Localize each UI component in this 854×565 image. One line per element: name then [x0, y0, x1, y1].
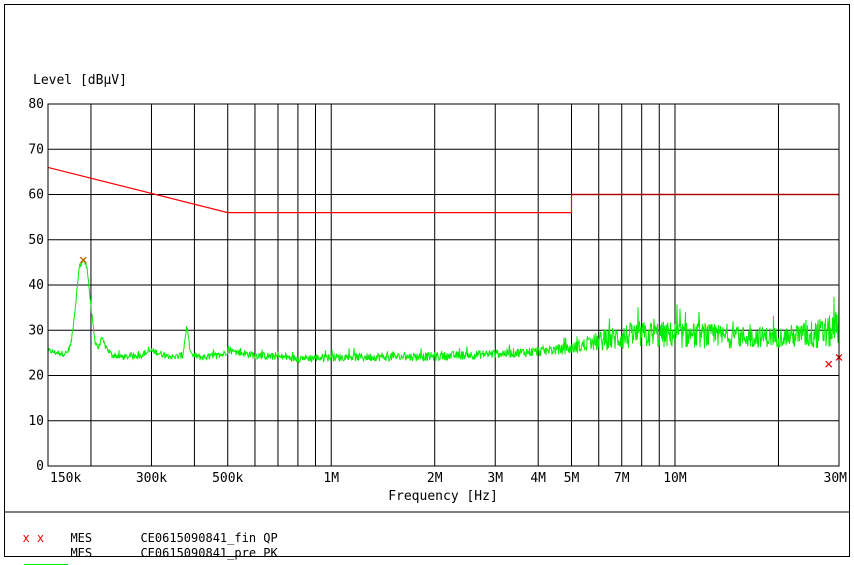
x-axis-label: Frequency [Hz] [388, 489, 498, 504]
legend-name: MES [70, 531, 93, 545]
y-axis-label: Level [dBµV] [33, 73, 127, 88]
y-tick-labels: 0 10 20 30 40 50 60 70 80 [28, 97, 44, 474]
y-tick-label: 30 [28, 323, 44, 338]
legend-name: MES [70, 546, 93, 560]
qp-marker [79, 256, 87, 264]
qp-marker [825, 360, 833, 368]
y-tick-label: 0 [36, 459, 44, 474]
y-tick-label: 60 [28, 188, 44, 203]
x-tick-label: 4M [530, 471, 546, 486]
x-tick-label: 150k [50, 471, 81, 486]
series-line-pk [47, 259, 840, 364]
y-tick-label: 80 [28, 97, 44, 112]
x-tick-label: 300k [136, 471, 167, 486]
series-layer [47, 259, 840, 364]
plot-area-border [47, 103, 840, 467]
qp-marker-stroke [825, 360, 833, 368]
qp-marker-symbol: x x [22, 531, 45, 545]
x-tick-label: 7M [614, 471, 630, 486]
grid [47, 103, 840, 466]
x-tick-label: 1M [323, 471, 339, 486]
x-tick-label: 10M [663, 471, 687, 486]
legend-label: CE0615090841_pre PK [140, 546, 278, 560]
qp-marker-stroke [79, 256, 87, 264]
legend-row-pk: MES CE0615090841_pre PK [8, 532, 278, 565]
x-tick-label: 30M [824, 471, 848, 486]
y-tick-label: 10 [28, 414, 44, 429]
x-tick-labels: 150k 300k 500k 1M 2M 3M 4M 5M 7M 10M 30M [50, 471, 847, 486]
x-tick-label: 500k [212, 471, 243, 486]
chart-frame [4, 4, 850, 557]
limit-lines [47, 166, 839, 214]
y-tick-label: 70 [28, 142, 44, 157]
limit-line [47, 166, 839, 214]
y-tick-label: 40 [28, 278, 44, 293]
x-tick-label: 5M [564, 471, 580, 486]
y-tick-label: 50 [28, 233, 44, 248]
x-tick-label: 2M [427, 471, 443, 486]
x-tick-label: 3M [487, 471, 503, 486]
legend-row-qp: x x MES CE0615090841_fin QP [8, 517, 278, 545]
legend-label: CE0615090841_fin QP [140, 531, 278, 545]
y-tick-label: 20 [28, 369, 44, 384]
